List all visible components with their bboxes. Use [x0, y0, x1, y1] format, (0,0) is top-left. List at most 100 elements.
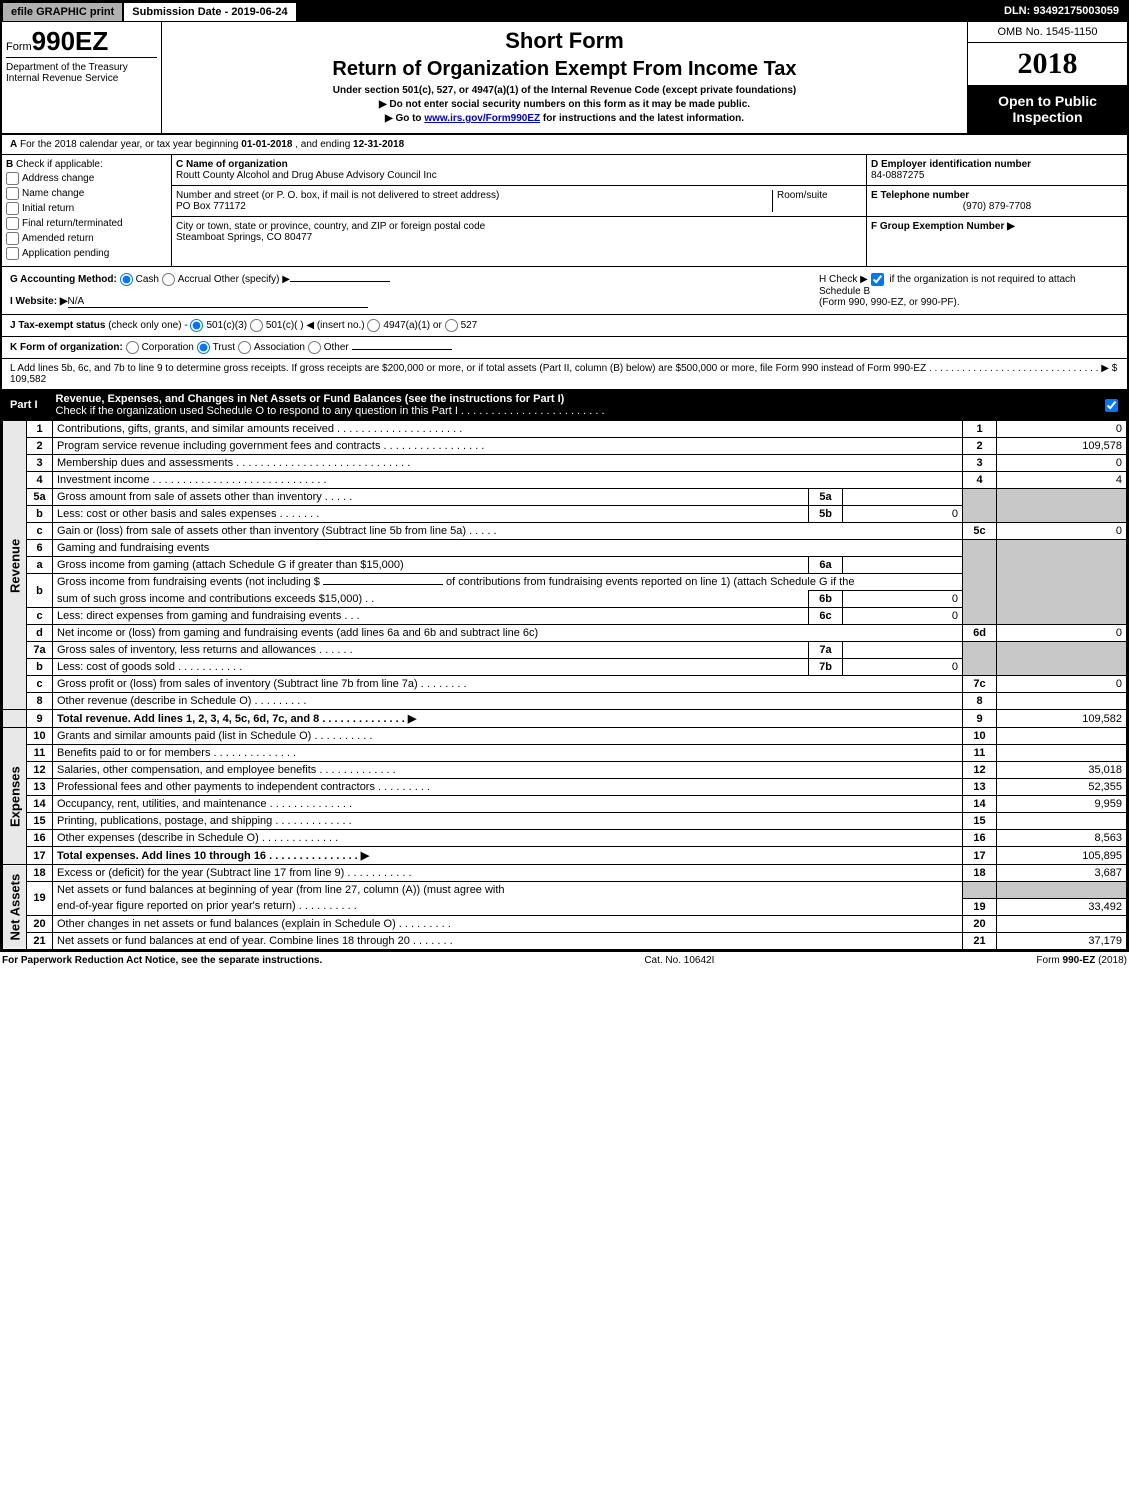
radio-association[interactable]: [238, 341, 251, 354]
checkbox-address-change[interactable]: [6, 172, 19, 185]
check-amended-return[interactable]: Amended return: [6, 232, 167, 245]
l6b-blank[interactable]: [323, 584, 443, 585]
check-name-change[interactable]: Name change: [6, 187, 167, 200]
irs-link[interactable]: www.irs.gov/Form990EZ: [424, 113, 540, 124]
row-20: 20 Other changes in net assets or fund b…: [3, 915, 1127, 932]
j-opt-2: 4947(a)(1) or: [383, 320, 441, 331]
row-21: 21 Net assets or fund balances at end of…: [3, 932, 1127, 949]
header-right: OMB No. 1545-1150 2018 Open to Public In…: [967, 22, 1127, 133]
l16-desc: Other expenses (describe in Schedule O) …: [53, 830, 963, 847]
row-13: 13 Professional fees and other payments …: [3, 779, 1127, 796]
g-other: Other (specify) ▶: [214, 274, 290, 285]
l1-num: 1: [27, 421, 53, 438]
row-14: 14 Occupancy, rent, utilities, and maint…: [3, 796, 1127, 813]
check-address-change[interactable]: Address change: [6, 172, 167, 185]
checkbox-final-return[interactable]: [6, 217, 19, 230]
l6a-num: a: [27, 557, 53, 574]
row-7a: 7a Gross sales of inventory, less return…: [3, 642, 1127, 659]
row-6: 6 Gaming and fundraising events: [3, 540, 1127, 557]
radio-501c3[interactable]: [190, 319, 203, 332]
checkbox-name-change[interactable]: [6, 187, 19, 200]
l6b-desc1-text: Gross income from fundraising events (no…: [57, 576, 323, 588]
radio-other[interactable]: [308, 341, 321, 354]
l19-num: 19: [27, 882, 53, 916]
checkbox-schedule-o[interactable]: [1105, 399, 1118, 412]
b-opt-3: Final return/terminated: [22, 218, 123, 229]
l18-num: 18: [27, 865, 53, 882]
column-c: C Name of organization Routt County Alco…: [172, 155, 867, 266]
check-application-pending[interactable]: Application pending: [6, 247, 167, 260]
l6c-ival: 0: [843, 608, 963, 625]
gray-6v: [997, 540, 1127, 625]
row-7c: c Gross profit or (loss) from sales of i…: [3, 676, 1127, 693]
dept-treasury: Department of the Treasury Internal Reve…: [6, 57, 157, 84]
row-4: 4 Investment income . . . . . . . . . . …: [3, 472, 1127, 489]
radio-527[interactable]: [445, 319, 458, 332]
street-row: Number and street (or P. O. box, if mail…: [172, 186, 866, 217]
checkbox-initial-return[interactable]: [6, 202, 19, 215]
l8-desc: Other revenue (describe in Schedule O) .…: [53, 693, 963, 710]
l21-val: 37,179: [997, 932, 1127, 949]
l12-box: 12: [963, 762, 997, 779]
radio-corporation[interactable]: [126, 341, 139, 354]
l7c-num: c: [27, 676, 53, 693]
l6b-ibox: 6b: [809, 591, 843, 608]
dept-line1: Department of the Treasury: [6, 62, 157, 73]
row-9: 9 Total revenue. Add lines 1, 2, 3, 4, 5…: [3, 710, 1127, 728]
group-exemption-row: F Group Exemption Number ▶: [867, 217, 1127, 236]
check-final-return[interactable]: Final return/terminated: [6, 217, 167, 230]
h-pre: H Check ▶: [819, 274, 871, 285]
row-1: Revenue 1 Contributions, gifts, grants, …: [3, 421, 1127, 438]
top-bar-left: efile GRAPHIC print Submission Date - 20…: [2, 2, 297, 22]
l6a-ival: [843, 557, 963, 574]
h-note: (Form 990, 990-EZ, or 990-PF).: [819, 297, 1119, 308]
k-other-input[interactable]: [352, 349, 452, 350]
street-label: Number and street (or P. O. box, if mail…: [176, 190, 772, 201]
l14-num: 14: [27, 796, 53, 813]
part1-title: Revenue, Expenses, and Changes in Net As…: [56, 393, 1103, 417]
part1-label: Part I: [8, 397, 48, 413]
line-k: K Form of organization: Corporation Trus…: [2, 337, 1127, 359]
j-opt-1: 501(c)( ) ◀ (insert no.): [266, 320, 365, 331]
l6b-ival: 0: [843, 591, 963, 608]
top-bar: efile GRAPHIC print Submission Date - 20…: [2, 2, 1127, 22]
part1-title-text: Revenue, Expenses, and Changes in Net As…: [56, 393, 565, 405]
l6d-val: 0: [997, 625, 1127, 642]
checkbox-application-pending[interactable]: [6, 247, 19, 260]
row-6d: d Net income or (loss) from gaming and f…: [3, 625, 1127, 642]
gray-7: [963, 642, 997, 676]
l11-num: 11: [27, 745, 53, 762]
ein-value: 84-0887275: [871, 170, 1123, 181]
radio-trust[interactable]: [197, 341, 210, 354]
city-row: City or town, state or province, country…: [172, 217, 866, 247]
row-5a: 5a Gross amount from sale of assets othe…: [3, 489, 1127, 506]
b-opt-1: Name change: [22, 188, 84, 199]
g-opt-accrual: Accrual: [178, 274, 211, 285]
efile-print-button[interactable]: efile GRAPHIC print: [2, 2, 123, 22]
l5a-num: 5a: [27, 489, 53, 506]
l2-val: 109,578: [997, 438, 1127, 455]
tax-year-end: 12-31-2018: [353, 139, 404, 150]
radio-accrual[interactable]: [162, 273, 175, 286]
l6c-num: c: [27, 608, 53, 625]
radio-501c[interactable]: [250, 319, 263, 332]
website-value: N/A: [68, 296, 368, 308]
gray-19: [963, 882, 997, 899]
radio-cash[interactable]: [120, 273, 133, 286]
url-post: for instructions and the latest informat…: [540, 113, 744, 124]
row-16: 16 Other expenses (describe in Schedule …: [3, 830, 1127, 847]
checkbox-amended-return[interactable]: [6, 232, 19, 245]
i-label: I Website: ▶: [10, 296, 68, 307]
checkbox-schedule-b[interactable]: [871, 273, 884, 286]
check-initial-return[interactable]: Initial return: [6, 202, 167, 215]
column-b: B Check if applicable: Address change Na…: [2, 155, 172, 266]
l5a-desc: Gross amount from sale of assets other t…: [53, 489, 809, 506]
l19-desc2: end-of-year figure reported on prior yea…: [53, 898, 963, 915]
row-12: 12 Salaries, other compensation, and emp…: [3, 762, 1127, 779]
l5c-val: 0: [997, 523, 1127, 540]
k-opt-0: Corporation: [142, 342, 194, 353]
l17-desc: Total expenses. Add lines 10 through 16 …: [53, 847, 963, 865]
radio-4947[interactable]: [367, 319, 380, 332]
street-value: PO Box 771172: [176, 201, 772, 212]
g-other-input[interactable]: [290, 281, 390, 282]
